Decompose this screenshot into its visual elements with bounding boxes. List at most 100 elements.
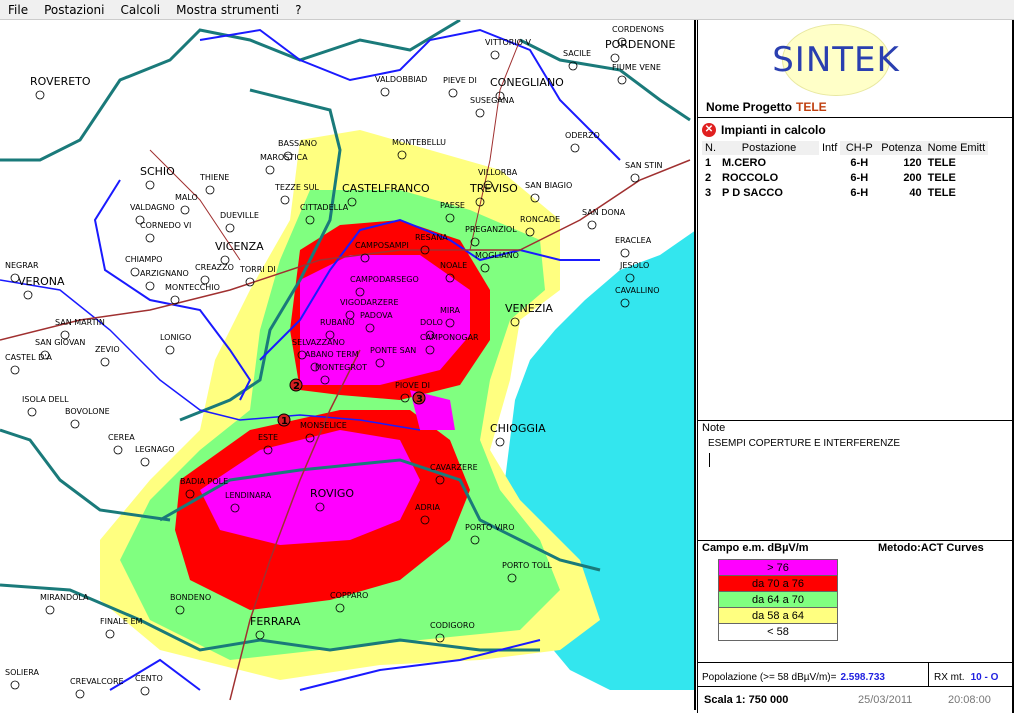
city-marker[interactable]: PORTO VIRO — [465, 523, 515, 545]
city-marker[interactable]: CITTADELLA — [300, 203, 349, 225]
menu-help[interactable]: ? — [295, 2, 302, 17]
city-marker[interactable]: BOVOLONE — [65, 407, 110, 429]
close-circle-icon[interactable]: ✕ — [702, 123, 716, 137]
col-postazione[interactable]: Postazione — [719, 141, 819, 155]
city-marker[interactable]: CORDENONS — [612, 25, 664, 47]
city-marker[interactable]: DOLO — [420, 318, 443, 340]
city-marker[interactable]: NEGRAR — [5, 261, 39, 283]
city-marker[interactable]: CAMPONOGAR — [420, 333, 479, 355]
city-marker[interactable]: BASSANO — [278, 139, 317, 161]
transmitter-site-icon[interactable]: 1 — [277, 413, 291, 427]
transmitter-site-icon[interactable]: 2 — [289, 378, 303, 392]
city-marker[interactable]: MOGLIANO — [475, 251, 519, 273]
city-marker[interactable]: PONTE SAN — [370, 346, 416, 368]
city-marker[interactable]: SCHIO — [140, 165, 175, 190]
city-marker[interactable]: PADOVA — [360, 311, 393, 333]
city-marker[interactable]: DUEVILLE — [220, 211, 259, 233]
city-marker[interactable]: FERRARA — [250, 615, 301, 640]
table-row[interactable]: 3 P D SACCO 6-H 40 TELE — [702, 185, 988, 200]
city-marker[interactable]: CHIAMPO — [125, 255, 162, 277]
city-marker[interactable]: FINALE EM — [100, 617, 143, 639]
city-marker[interactable]: SAN GIOVAN — [35, 338, 85, 360]
city-marker[interactable]: PIEVE DI — [443, 76, 477, 98]
city-marker[interactable]: TREVISO — [469, 182, 518, 207]
city-marker[interactable]: PORTO TOLL — [502, 561, 552, 583]
transmitter-site-icon[interactable]: 3 — [412, 391, 426, 405]
city-marker[interactable]: ARZIGNANO — [140, 269, 189, 291]
city-marker[interactable]: CAMPOSAMPI — [355, 241, 409, 263]
city-marker[interactable]: JESOLO — [619, 261, 649, 283]
city-marker[interactable]: ESTE — [258, 433, 278, 455]
col-potenza[interactable]: Potenza — [878, 141, 925, 155]
city-marker[interactable]: ABANO TERM — [305, 350, 359, 372]
city-marker[interactable]: MIRANDOLA — [40, 593, 89, 615]
city-marker[interactable]: RESANA — [415, 233, 448, 255]
city-marker[interactable]: BADIA POLE — [180, 477, 228, 499]
city-marker[interactable]: CAVALLINO — [615, 286, 660, 308]
city-marker[interactable]: CREVALCORE — [70, 677, 124, 699]
city-marker[interactable]: CHIOGGIA — [490, 422, 546, 447]
city-marker[interactable]: SOLIERA — [5, 668, 39, 690]
city-marker[interactable]: ADRIA — [415, 503, 441, 525]
city-marker[interactable]: VALDOBBIAD — [375, 75, 427, 97]
menu-calcoli[interactable]: Calcoli — [120, 2, 161, 17]
menu-file[interactable]: File — [8, 2, 29, 17]
city-marker[interactable]: MONSELICE — [300, 421, 347, 443]
city-marker[interactable]: LONIGO — [160, 333, 191, 355]
city-marker[interactable]: PIOVE DI — [395, 381, 430, 403]
city-marker[interactable]: LENDINARA — [225, 491, 272, 513]
city-marker[interactable]: MIRA — [440, 306, 460, 328]
city-marker[interactable]: SAN MARTIN — [55, 318, 105, 340]
city-marker[interactable]: ISOLA DELL — [22, 395, 69, 417]
menu-postazioni[interactable]: Postazioni — [44, 2, 105, 17]
city-marker[interactable]: MONTEGROT — [315, 363, 367, 385]
city-marker[interactable]: SAN STIN — [625, 161, 663, 183]
city-marker[interactable]: VITTORIO V — [485, 38, 532, 60]
city-marker[interactable]: COPPARO — [330, 591, 368, 613]
city-marker[interactable]: CASTELFRANCO — [342, 182, 430, 207]
city-marker[interactable]: TORRI DI — [239, 265, 276, 287]
city-marker[interactable]: VENEZIA — [505, 302, 553, 327]
col-n[interactable]: N. — [702, 141, 719, 155]
city-marker[interactable]: THIENE — [199, 173, 229, 195]
coverage-map[interactable]: ROVERETO SCHIO THIENE VICENZA VERONA NEGRAR SA… — [0, 20, 696, 710]
city-marker[interactable]: CASTEL D'A — [5, 353, 52, 375]
city-marker[interactable]: MAROSTICA — [260, 153, 308, 175]
city-marker[interactable]: SAN DONA — [582, 208, 626, 230]
city-marker[interactable]: LEGNAGO — [135, 445, 175, 467]
menu-mostra-strumenti[interactable]: Mostra strumenti — [176, 2, 280, 17]
city-marker[interactable]: TEZZE SUL — [274, 183, 319, 205]
city-marker[interactable]: SAN BIAGIO — [525, 181, 572, 203]
city-marker[interactable]: PAESE — [440, 201, 465, 223]
city-marker[interactable]: PORDENONE — [605, 38, 675, 63]
city-marker[interactable]: VERONA — [18, 275, 65, 300]
col-intf[interactable]: Intf — [819, 141, 841, 155]
city-marker[interactable]: BONDENO — [170, 593, 211, 615]
city-marker[interactable]: VILLORBA — [478, 168, 518, 190]
col-ch-p[interactable]: CH-P — [840, 141, 879, 155]
city-marker[interactable]: SACILE — [563, 49, 591, 71]
table-row[interactable]: 1 M.CERO 6-H 120 TELE — [702, 155, 988, 170]
city-marker[interactable]: MALO — [175, 193, 198, 215]
city-marker[interactable]: CAVARZERE — [430, 463, 478, 485]
city-marker[interactable]: CONEGLIANO — [490, 76, 564, 101]
table-row[interactable]: 2 ROCCOLO 6-H 200 TELE — [702, 170, 988, 185]
city-marker[interactable]: CORNEDO VI — [140, 221, 191, 243]
city-marker[interactable]: CAMPODARSEGO — [350, 275, 419, 297]
city-marker[interactable]: VICENZA — [215, 240, 264, 265]
city-marker[interactable]: FIUME VENE — [612, 63, 661, 85]
city-marker[interactable]: ERACLEA — [615, 236, 652, 258]
city-marker[interactable]: MONTECCHIO — [165, 283, 220, 305]
city-marker[interactable]: ZEVIO — [95, 345, 120, 367]
city-marker[interactable]: VIGODARZERE — [340, 298, 399, 320]
city-marker[interactable]: SELVAZZANO — [292, 338, 345, 360]
col-nome-emitt[interactable]: Nome Emitt — [924, 141, 989, 155]
city-marker[interactable]: MONTEBELLU — [392, 138, 446, 160]
note-text[interactable]: ESEMPI COPERTURE E INTERFERENZE — [708, 438, 901, 449]
city-marker[interactable]: PREGANZIOL — [465, 225, 517, 247]
city-marker[interactable]: CREAZZO — [195, 263, 234, 285]
city-marker[interactable]: CENTO — [135, 674, 163, 696]
city-marker[interactable]: NOALE — [440, 261, 467, 283]
city-marker[interactable]: RONCADE — [520, 215, 560, 237]
city-marker[interactable]: VALDAGNO — [130, 203, 175, 225]
